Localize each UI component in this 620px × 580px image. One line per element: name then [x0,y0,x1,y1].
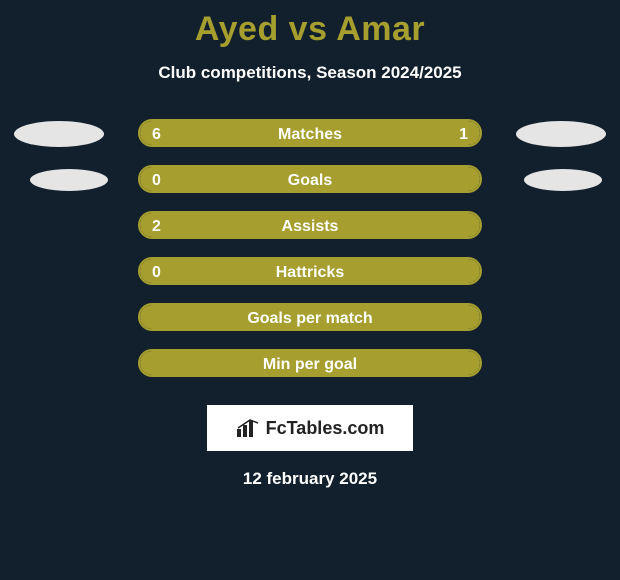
stat-row: 0Goals [0,165,620,211]
stat-bar: 0Goals [138,165,482,193]
chart-bars-icon [236,419,260,437]
date-label: 12 february 2025 [0,469,620,489]
bar-fill [140,259,480,283]
player-right-ellipse [524,169,602,191]
logo-text: FcTables.com [266,418,385,439]
stat-bar: Min per goal [138,349,482,377]
bar-fill [140,167,480,191]
bar-fill [140,351,480,375]
stat-row: Min per goal [0,349,620,395]
bar-fill-right [412,121,480,145]
stat-bar: 0Hattricks [138,257,482,285]
stat-bar: Goals per match [138,303,482,331]
page-title: Ayed vs Amar [0,0,620,49]
stat-rows: 61Matches 0Goals 2Assists 0Hattricks Goals p… [0,119,620,395]
bar-fill [140,305,480,329]
stat-row: 2Assists [0,211,620,257]
bar-fill [140,213,480,237]
stat-row: Goals per match [0,303,620,349]
stat-row: 0Hattricks [0,257,620,303]
player-left-ellipse [14,121,104,147]
bar-fill-left [140,121,412,145]
stat-row: 61Matches [0,119,620,165]
page-subtitle: Club competitions, Season 2024/2025 [0,63,620,83]
player-right-ellipse [516,121,606,147]
player-left-ellipse [30,169,108,191]
stat-bar: 61Matches [138,119,482,147]
logo: FcTables.com [207,405,413,451]
stat-bar: 2Assists [138,211,482,239]
